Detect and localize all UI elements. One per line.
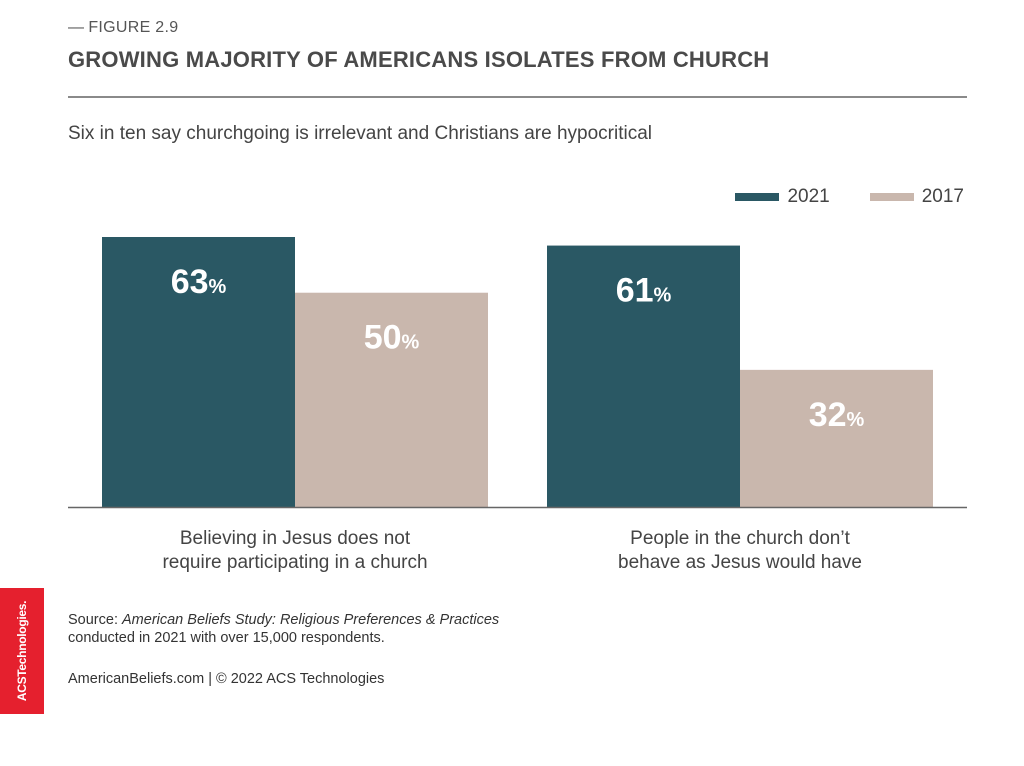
- category-label-2: People in the church don’t behave as Jes…: [540, 527, 940, 575]
- bar-2021-cat1: [102, 237, 295, 507]
- footer-copyright: AmericanBeliefs.com | © 2022 ACS Technol…: [68, 671, 385, 687]
- bar-2021-cat2: [547, 245, 740, 508]
- chart-title: GROWING MAJORITY OF AMERICANS ISOLATES F…: [68, 47, 770, 72]
- title-divider: [68, 96, 967, 98]
- legend-label-2021: 2021: [787, 186, 830, 207]
- data-label-2021-cat1: 63%: [171, 263, 227, 301]
- source-line-2: conducted in 2021 with over 15,000 respo…: [68, 630, 385, 646]
- legend-swatch-2017: [869, 193, 914, 201]
- source-study: American Beliefs Study: Religious Prefer…: [122, 612, 500, 628]
- legend-item-2021: 2021: [735, 186, 830, 208]
- category-label-1-line-1: Believing in Jesus does not: [179, 528, 411, 549]
- bar-2017-cat2: [740, 369, 933, 507]
- category-label-2-line-2: behave as Jesus would have: [618, 552, 862, 573]
- legend-swatch-2021: [735, 193, 780, 201]
- category-label-1: Believing in Jesus does not require part…: [95, 527, 495, 575]
- source-note: Source: American Beliefs Study: Religiou…: [68, 611, 499, 647]
- acs-logo: ACSTechnologies.: [0, 588, 44, 714]
- legend: 2021 2017: [735, 186, 964, 208]
- figure-label-text: FIGURE 2.9: [88, 19, 179, 36]
- data-label-2017-cat1: 50%: [364, 319, 420, 357]
- figure-number: — FIGURE 2.9: [68, 19, 178, 37]
- data-label-2021-cat2: 61%: [616, 272, 672, 310]
- bar-2017-cat1: [295, 292, 488, 507]
- source-prefix: Source:: [68, 612, 122, 628]
- category-label-2-line-1: People in the church don’t: [630, 528, 850, 549]
- acs-logo-text: ACSTechnologies.: [15, 600, 29, 702]
- legend-label-2017: 2017: [921, 186, 964, 207]
- category-label-1-line-2: require participating in a church: [162, 552, 428, 573]
- figure-dash: —: [68, 19, 85, 36]
- data-label-2017-cat2: 32%: [809, 396, 865, 434]
- source-line-1: Source: American Beliefs Study: Religiou…: [68, 611, 499, 629]
- chart-subtitle: Six in ten say churchgoing is irrelevant…: [68, 123, 652, 144]
- legend-item-2017: 2017: [869, 186, 964, 208]
